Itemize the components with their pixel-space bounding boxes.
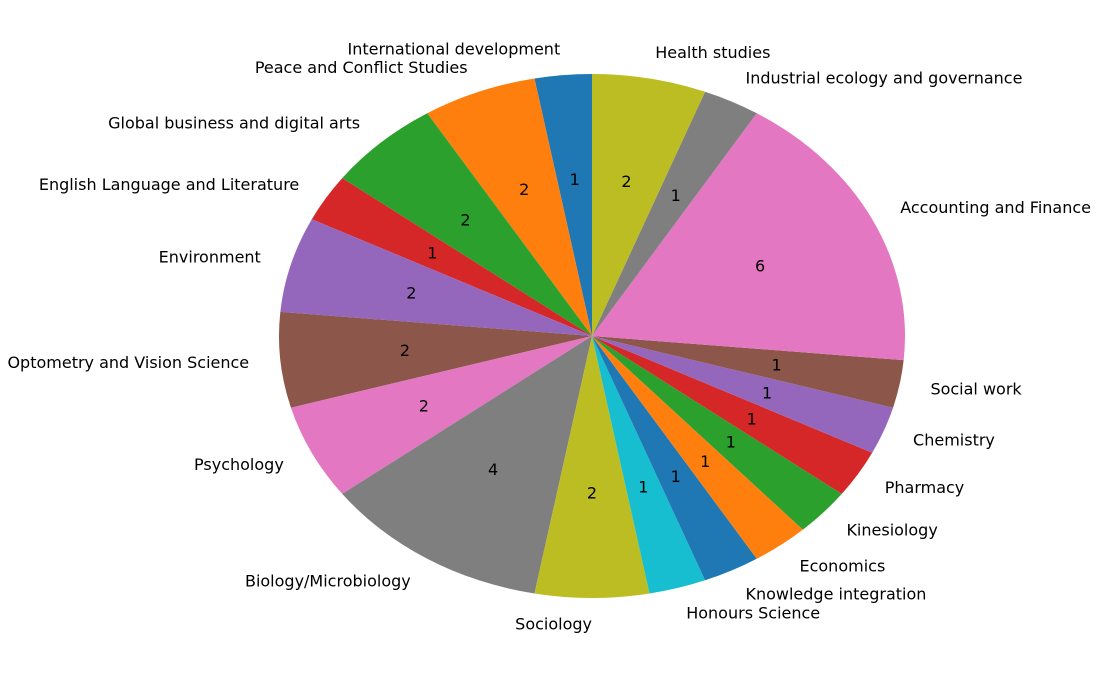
pie-value-label-social-work: 1 [772, 355, 782, 374]
pie-category-label-environment: Environment [159, 248, 261, 267]
pie-category-label-global-business-and-digital-arts: Global business and digital arts [108, 114, 360, 133]
pie-value-label-chemistry: 1 [762, 383, 772, 402]
pie-category-label-international-development: International development [347, 40, 560, 59]
pie-value-label-sociology: 2 [587, 484, 597, 503]
pie-slice-sociology [534, 336, 650, 599]
pie-category-label-kinesiology: Kinesiology [846, 521, 937, 540]
pie-value-label-industrial-ecology-and-governance: 1 [671, 186, 681, 205]
pie-category-label-biology-microbiology: Biology/Microbiology [245, 572, 411, 591]
pie-value-label-environment: 2 [406, 283, 416, 302]
pie-slice-economics [592, 336, 803, 559]
pie-category-label-economics: Economics [799, 556, 885, 575]
pie-category-label-chemistry: Chemistry [913, 431, 995, 450]
pie-value-label-pharmacy: 1 [747, 409, 757, 428]
pie-category-label-social-work: Social work [930, 379, 1022, 398]
pie-slice-peace-and-conflict-studies [427, 78, 592, 337]
pie-category-label-honours-science: Honours Science [686, 604, 820, 623]
pie-value-label-health-studies: 2 [621, 172, 631, 191]
pie-slice-kinesiology [592, 336, 842, 530]
pie-value-label-accounting-and-finance: 6 [755, 256, 765, 275]
pie-slice-social-work [592, 336, 904, 408]
pie-value-label-kinesiology: 1 [726, 432, 736, 451]
pie-slice-industrial-ecology-and-governance [592, 91, 757, 336]
pie-value-label-international-development: 1 [570, 170, 580, 189]
pie-value-label-biology-microbiology: 4 [488, 460, 498, 479]
pie-slice-honours-science [592, 336, 706, 594]
pie-category-label-psychology: Psychology [194, 455, 284, 474]
pie-value-label-global-business-and-digital-arts: 2 [460, 210, 470, 229]
pie-category-label-peace-and-conflict-studies: Peace and Conflict Studies [255, 58, 468, 77]
pie-value-label-english-language-and-literature: 1 [427, 244, 437, 263]
pie-slice-pharmacy [592, 336, 873, 494]
pie-value-label-peace-and-conflict-studies: 2 [519, 180, 529, 199]
pie-value-label-psychology: 2 [419, 397, 429, 416]
pie-slice-psychology [290, 336, 592, 494]
pie-category-label-health-studies: Health studies [655, 43, 770, 62]
pie-slice-knowledge-integration [592, 336, 757, 581]
pie-slice-environment [280, 219, 592, 336]
pie-slice-optometry-and-vision-science [279, 311, 592, 408]
pie-category-label-english-language-and-literature: English Language and Literature [39, 175, 299, 194]
pie-value-label-knowledge-integration: 1 [671, 467, 681, 486]
pie-slices [279, 74, 905, 599]
pie-slice-international-development [534, 74, 592, 336]
pie-category-label-knowledge-integration: Knowledge integration [745, 584, 926, 603]
pie-slice-chemistry [592, 336, 894, 453]
pie-slice-health-studies [592, 74, 706, 336]
pie-value-label-optometry-and-vision-science: 2 [400, 341, 410, 360]
pie-category-label-optometry-and-vision-science: Optometry and Vision Science [7, 353, 249, 372]
pie-slice-accounting-and-finance [592, 113, 905, 361]
pie-value-label-honours-science: 1 [638, 478, 648, 497]
pie-category-label-sociology: Sociology [515, 615, 592, 634]
pie-slice-biology-microbiology [342, 336, 592, 594]
pie-value-label-economics: 1 [700, 452, 710, 471]
pie-slice-global-business-and-digital-arts [342, 113, 592, 337]
pie-category-label-pharmacy: Pharmacy [885, 478, 965, 497]
pie-category-label-industrial-ecology-and-governance: Industrial ecology and governance [745, 69, 1022, 88]
pie-slice-english-language-and-literature [311, 178, 592, 336]
pie-category-label-accounting-and-finance: Accounting and Finance [900, 198, 1091, 217]
